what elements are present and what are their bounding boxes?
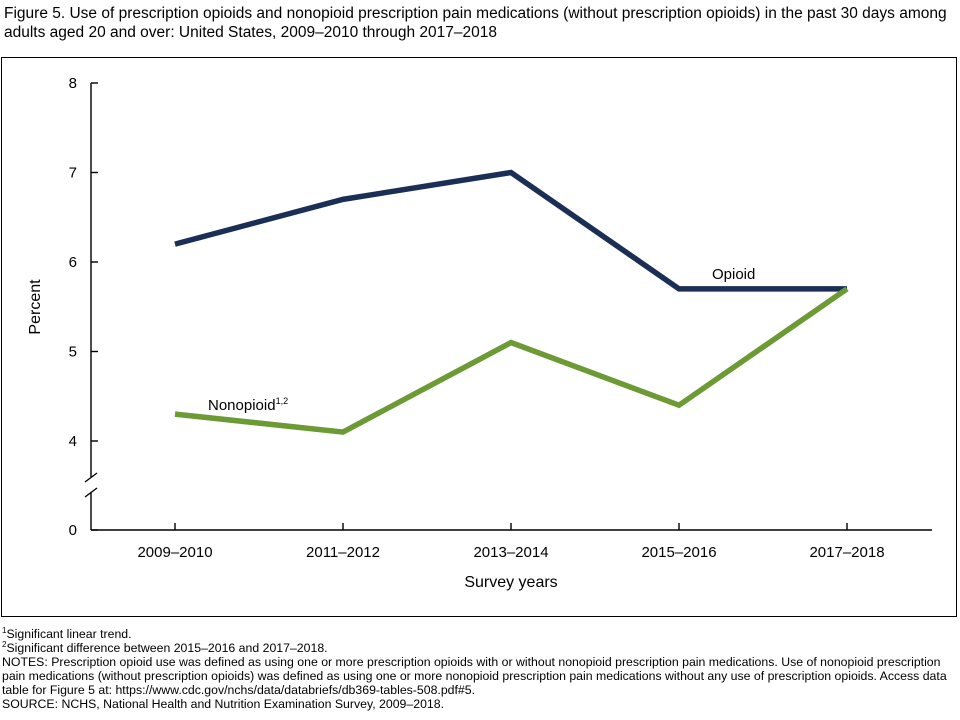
chart-series bbox=[174, 169, 849, 435]
footnotes: 1Significant linear trend. 2Significant … bbox=[2, 625, 957, 711]
chart-frame bbox=[1, 57, 957, 617]
x-axis-ticks: 2009–2010 2011–2012 2013–2014 2015–2016 2017… bbox=[137, 523, 885, 561]
footnote-2-marker: 2 bbox=[2, 639, 7, 649]
footnote-1-marker: 1 bbox=[2, 625, 7, 635]
series-label-nonopioid: Nonopioid1,2 bbox=[208, 396, 288, 414]
line-chart: 8 7 6 5 4 0 2009–2010 2011–2012 2013–2014 2015–2… bbox=[27, 75, 932, 591]
y-tick-label: 4 bbox=[69, 433, 77, 450]
series-labels: Opioid Nonopioid1,2 bbox=[208, 266, 755, 414]
x-tick-label: 2015–2016 bbox=[641, 544, 716, 561]
figure-title: Figure 5. Use of prescription opioids an… bbox=[4, 5, 947, 41]
notes-text: NOTES: Prescription opioid use was defin… bbox=[2, 655, 947, 697]
y-tick-label: 7 bbox=[69, 165, 77, 182]
x-axis-title: Survey years bbox=[464, 574, 557, 591]
y-tick-label: 0 bbox=[69, 522, 77, 539]
footnote-2-text: Significant difference between 2015–2016… bbox=[6, 641, 328, 655]
series-line-nonopioid bbox=[174, 286, 849, 435]
y-axis-title: Percent bbox=[27, 279, 44, 335]
x-tick-label: 2013–2014 bbox=[473, 544, 548, 561]
y-tick-label: 8 bbox=[69, 75, 77, 92]
axis-break-mark-upper bbox=[84, 472, 98, 483]
x-tick-label: 2009–2010 bbox=[137, 544, 212, 561]
y-axis-ticks: 8 7 6 5 4 0 bbox=[69, 75, 98, 539]
footnote-2: 2Significant difference between 2015–201… bbox=[2, 639, 957, 655]
source-text: SOURCE: NCHS, National Health and Nutrit… bbox=[2, 697, 444, 711]
x-tick-label: 2011–2012 bbox=[306, 544, 380, 561]
y-tick-label: 6 bbox=[69, 254, 77, 271]
footnote-1-text: Significant linear trend. bbox=[6, 627, 132, 641]
series-line-opioid bbox=[174, 169, 847, 292]
series-label-opioid: Opioid bbox=[712, 266, 755, 283]
chart-axes bbox=[84, 83, 932, 531]
x-tick-label: 2017–2018 bbox=[809, 544, 884, 561]
y-tick-label: 5 bbox=[69, 344, 77, 361]
axis-break-mark-lower bbox=[84, 487, 98, 498]
footnote-1: 1Significant linear trend. bbox=[2, 625, 957, 641]
